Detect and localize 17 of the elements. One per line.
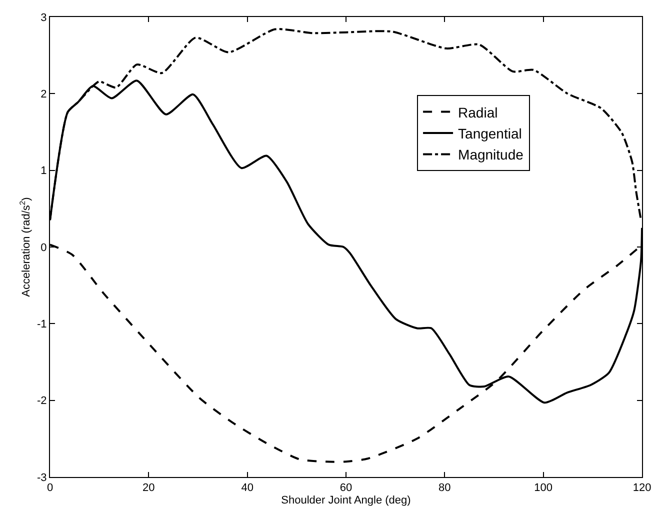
y-tick-label: 1 xyxy=(40,165,47,178)
y-tick-label: -1 xyxy=(37,318,47,331)
x-tick-label: 120 xyxy=(632,482,652,494)
x-tick-label: 80 xyxy=(438,482,451,494)
y-tick-label: -3 xyxy=(37,472,47,484)
y-tick-label: -2 xyxy=(37,395,47,408)
y-tick-label: 0 xyxy=(40,242,47,254)
x-tick-label: 40 xyxy=(241,482,254,494)
legend-label: Radial xyxy=(458,104,498,120)
x-tick-label: 60 xyxy=(340,482,352,494)
y-tick-label: 2 xyxy=(40,88,47,101)
x-axis-title: Shoulder Joint Angle (deg) xyxy=(281,494,411,506)
x-tick-label: 100 xyxy=(534,482,553,494)
y-tick-label: 3 xyxy=(40,12,47,24)
legend-label: Tangential xyxy=(458,125,522,142)
legend-label: Magnitude xyxy=(458,146,524,163)
x-tick-label: 20 xyxy=(142,482,155,494)
